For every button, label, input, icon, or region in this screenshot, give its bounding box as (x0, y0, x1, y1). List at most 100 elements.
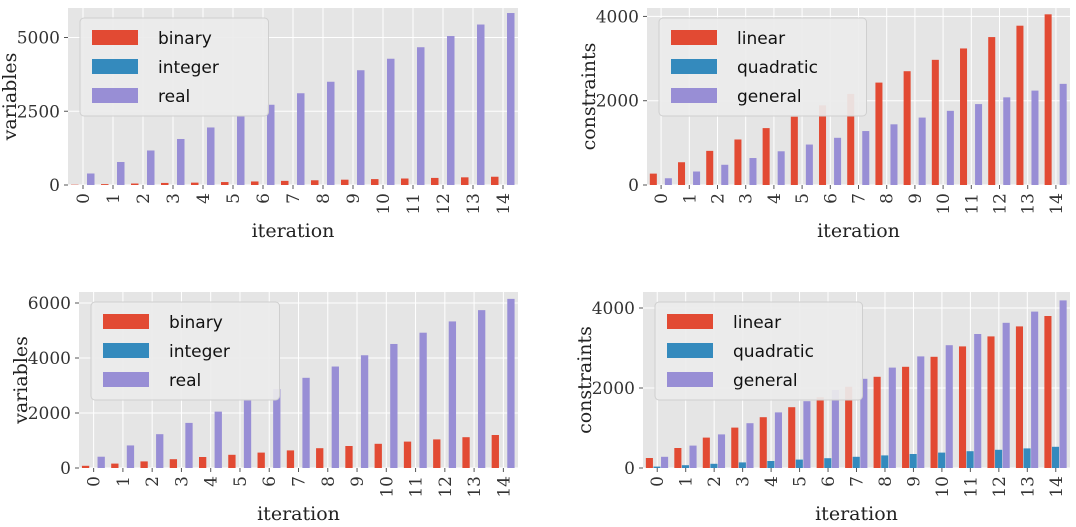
x-tick-label: 7 (290, 476, 310, 487)
bar-binary-2 (140, 461, 148, 468)
legend-swatch-linear (667, 314, 713, 329)
x-tick-label: 8 (876, 476, 896, 487)
y-tick-label: 0 (60, 459, 71, 479)
x-tick-label: 3 (734, 476, 754, 487)
bar-linear-10 (930, 356, 938, 468)
bar-linear-14 (1044, 14, 1052, 186)
y-axis-label: variables (10, 336, 32, 425)
y-tick-label: 0 (49, 176, 60, 196)
bar-binary-11 (403, 441, 412, 468)
x-tick-label: 1 (114, 476, 134, 487)
legend-swatch-general (667, 372, 713, 387)
legend-label-quadratic: quadratic (737, 58, 818, 78)
x-tick-label: 1 (104, 193, 124, 204)
bar-real-0 (87, 173, 95, 185)
x-tick-label: 0 (648, 476, 668, 487)
y-tick-label: 4000 (28, 349, 71, 369)
bar-real-3 (185, 422, 193, 468)
x-tick-label: 9 (904, 476, 924, 487)
bar-binary-8 (316, 448, 324, 468)
x-tick-label: 13 (465, 476, 485, 498)
bar-general-1 (689, 445, 697, 468)
bar-binary-6 (251, 181, 259, 185)
x-tick-label: 10 (374, 193, 394, 215)
bar-real-13 (477, 24, 485, 185)
bar-linear-14 (1044, 316, 1052, 468)
x-tick-label: 12 (434, 193, 454, 215)
bar-binary-14 (491, 176, 499, 185)
bar-real-6 (267, 104, 275, 185)
x-tick-label: 9 (344, 193, 364, 204)
bar-quadratic-5 (795, 459, 803, 468)
bar-binary-7 (281, 180, 289, 185)
x-tick-label: 8 (314, 193, 334, 204)
bar-binary-13 (461, 177, 469, 185)
bar-general-6 (834, 137, 842, 185)
legend-swatch-linear (671, 30, 717, 45)
x-tick-label: 8 (319, 476, 339, 487)
y-axis-label: variables (0, 53, 21, 142)
bar-quadratic-13 (1023, 448, 1031, 468)
bar-general-10 (946, 110, 954, 185)
bar-linear-13 (1016, 25, 1024, 186)
bar-real-8 (327, 81, 335, 185)
bar-linear-11 (960, 48, 968, 186)
x-tick-label: 7 (284, 193, 304, 204)
legend-label-integer: integer (158, 58, 219, 78)
y-tick-label: 0 (624, 459, 635, 479)
x-tick-label: 2 (705, 476, 725, 487)
bar-quadratic-6 (824, 458, 832, 468)
legend-swatch-general (671, 88, 717, 103)
bar-real-0 (97, 456, 105, 468)
bar-binary-10 (374, 443, 382, 468)
bar-general-1 (693, 171, 701, 185)
x-tick-label: 11 (407, 476, 427, 498)
x-tick-label: 12 (990, 476, 1010, 498)
x-tick-label: 0 (85, 476, 105, 487)
bar-linear-3 (731, 427, 739, 468)
bar-binary-11 (401, 178, 409, 185)
x-tick-label: 13 (1019, 193, 1039, 215)
bar-binary-3 (161, 182, 169, 185)
y-tick-label: 4000 (592, 299, 635, 319)
x-tick-label: 4 (202, 476, 222, 487)
x-tick-label: 1 (677, 476, 697, 487)
bar-real-3 (177, 138, 185, 185)
x-tick-label: 10 (933, 476, 953, 498)
x-tick-label: 7 (850, 193, 870, 204)
y-tick-label: 0 (628, 176, 639, 196)
bar-real-9 (357, 70, 365, 185)
legend-label-quadratic: quadratic (733, 342, 814, 362)
x-tick-label: 12 (436, 476, 456, 498)
bar-linear-1 (678, 162, 686, 185)
x-tick-label: 5 (791, 476, 811, 487)
bar-linear-11 (958, 346, 967, 468)
bar-binary-5 (228, 454, 236, 468)
bar-binary-10 (371, 179, 379, 185)
legend-swatch-real (92, 88, 138, 103)
bar-general-4 (777, 151, 785, 185)
y-tick-label: 6000 (28, 294, 71, 314)
x-tick-label: 6 (254, 193, 274, 204)
x-tick-label: 6 (821, 193, 841, 204)
bar-real-8 (331, 366, 339, 468)
x-tick-label: 2 (709, 193, 729, 204)
legend-swatch-binary (92, 30, 138, 45)
bar-real-12 (447, 36, 455, 186)
bar-general-10 (945, 345, 953, 468)
x-axis-label: iteration (817, 220, 900, 242)
x-tick-label: 8 (878, 193, 898, 204)
bar-linear-0 (645, 458, 653, 468)
bar-binary-4 (198, 457, 207, 468)
bar-general-2 (721, 164, 729, 185)
bar-linear-13 (1015, 326, 1024, 468)
bar-linear-8 (875, 82, 883, 185)
bar-quadratic-10 (938, 452, 946, 468)
bar-general-2 (717, 434, 726, 468)
x-tick-label: 5 (231, 476, 251, 487)
bar-quadratic-4 (767, 461, 775, 468)
bar-linear-0 (649, 173, 657, 185)
bar-real-7 (302, 377, 310, 468)
